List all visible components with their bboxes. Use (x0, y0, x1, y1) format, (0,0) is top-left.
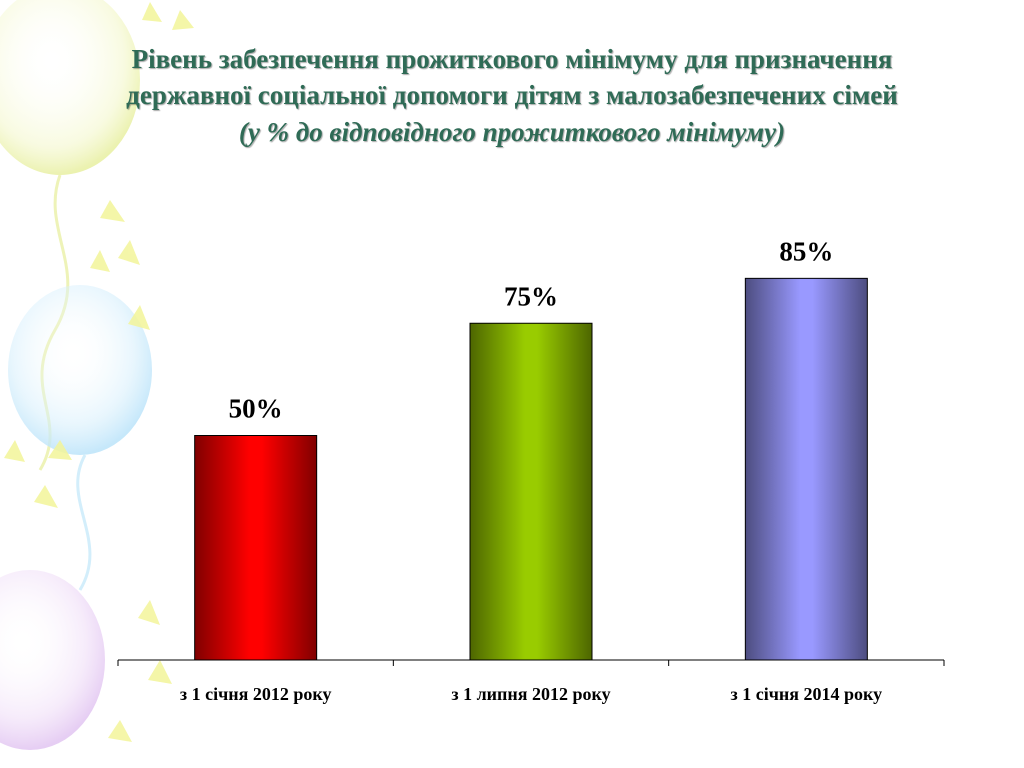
purple-balloon-icon (0, 570, 105, 750)
chart-title-line-2: державної соціальної допомоги дітям з ма… (126, 80, 898, 110)
data-label-3: 85% (779, 236, 833, 266)
category-label-1: з 1 січня 2012 року (180, 684, 332, 704)
category-label-2: з 1 липня 2012 року (451, 684, 610, 704)
confetti-icon (4, 2, 194, 742)
bar-1 (194, 435, 318, 661)
data-label-1: 50% (229, 394, 283, 424)
data-label-2: 75% (504, 281, 558, 311)
chart-title-line-1: Рівень забезпечення прожиткового мінімум… (131, 44, 893, 74)
blue-balloon-string (76, 454, 92, 591)
bar-2 (469, 322, 593, 661)
yellow-balloon-icon (0, 0, 140, 175)
category-label-3: з 1 січня 2014 року (731, 684, 883, 704)
blue-balloon-icon (8, 285, 152, 455)
chart-subtitle: (у % до відповідного прожиткового мініму… (238, 117, 786, 147)
bar-3 (744, 277, 868, 661)
